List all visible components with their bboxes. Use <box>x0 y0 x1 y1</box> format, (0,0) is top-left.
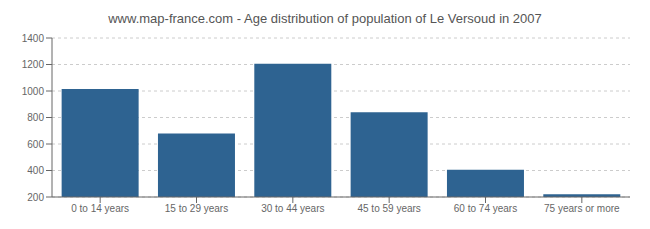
svg-text:600: 600 <box>27 139 44 150</box>
html-text:www.map-france.com - Age distr: www.map-france.com - Age distribution of… <box>108 11 542 26</box>
svg-text:1200: 1200 <box>22 59 45 70</box>
svg-text:1000: 1000 <box>22 86 45 97</box>
svg-text:75 years or more: 75 years or more <box>544 203 620 214</box>
svg-text:800: 800 <box>27 112 44 123</box>
svg-text:400: 400 <box>27 165 44 176</box>
svg-text:30 to 44 years: 30 to 44 years <box>261 203 324 214</box>
svg-text:200: 200 <box>27 192 44 203</box>
svg-text:60 to 74 years: 60 to 74 years <box>454 203 517 214</box>
svg-text:0 to 14 years: 0 to 14 years <box>71 203 129 214</box>
svg-text:1400: 1400 <box>22 33 45 44</box>
svg-text:15 to 29 years: 15 to 29 years <box>165 203 228 214</box>
svg-text:45 to 59 years: 45 to 59 years <box>357 203 420 214</box>
